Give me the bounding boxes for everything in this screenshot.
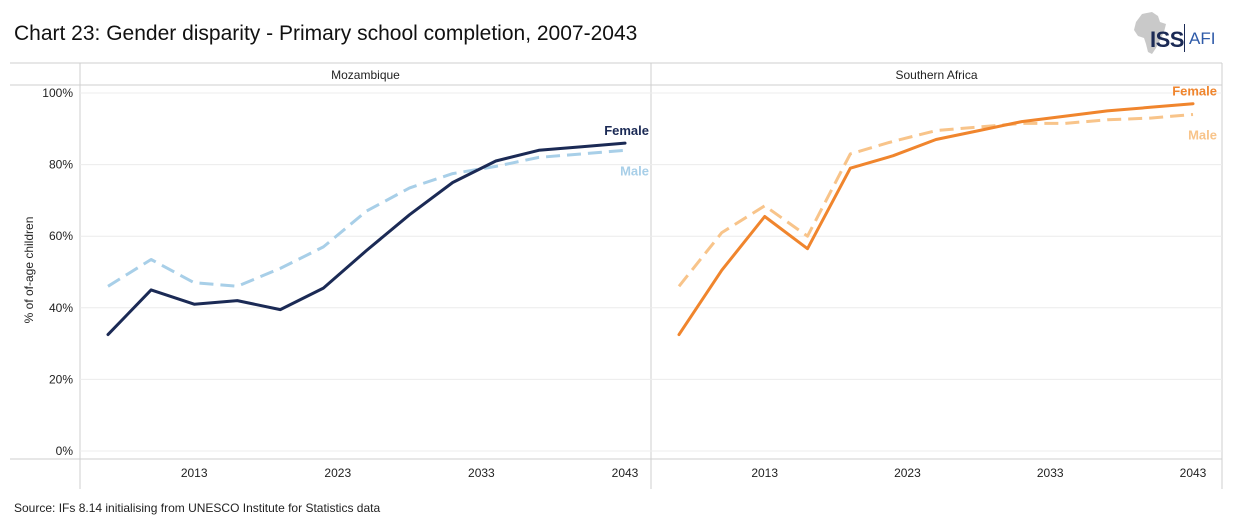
series-line-male [677, 113, 1194, 288]
africa-map-icon [1134, 12, 1166, 54]
y-tick-label: 80% [49, 158, 73, 172]
x-tick-label: 2023 [894, 466, 921, 480]
y-tick-label: 60% [49, 229, 73, 243]
x-tick-label: 2043 [1180, 466, 1207, 480]
source-note: Source: IFs 8.14 initialising from UNESC… [14, 501, 381, 515]
logo-iss-text: ISS [1150, 27, 1184, 52]
logo-divider [1184, 24, 1185, 52]
series-line-male [107, 148, 626, 288]
y-axis-label: % of of-age children [22, 217, 36, 324]
x-tick-label: 2033 [468, 466, 495, 480]
chart-title: Chart 23: Gender disparity - Primary sch… [14, 22, 638, 45]
series-line-female [106, 141, 627, 337]
x-tick-label: 2043 [612, 466, 639, 480]
series-label-male: Male [620, 163, 649, 178]
y-tick-label: 0% [56, 444, 74, 458]
iss-afi-logo: ISS AFI [1130, 10, 1220, 58]
x-tick-label: 2033 [1037, 466, 1064, 480]
logo-afi-text: AFI [1189, 29, 1216, 48]
series-line-female [677, 102, 1195, 337]
y-tick-label: 40% [49, 301, 73, 315]
series-label-male: Male [1188, 127, 1217, 142]
x-tick-label: 2013 [751, 466, 778, 480]
y-tick-label: 20% [49, 372, 73, 386]
x-tick-label: 2013 [181, 466, 208, 480]
y-tick-label: 100% [42, 86, 73, 100]
x-tick-label: 2023 [324, 466, 351, 480]
panel-title: Southern Africa [895, 68, 977, 82]
series-label-female: Female [604, 123, 649, 138]
panel-title: Mozambique [331, 68, 400, 82]
series-label-female: Female [1172, 84, 1217, 99]
